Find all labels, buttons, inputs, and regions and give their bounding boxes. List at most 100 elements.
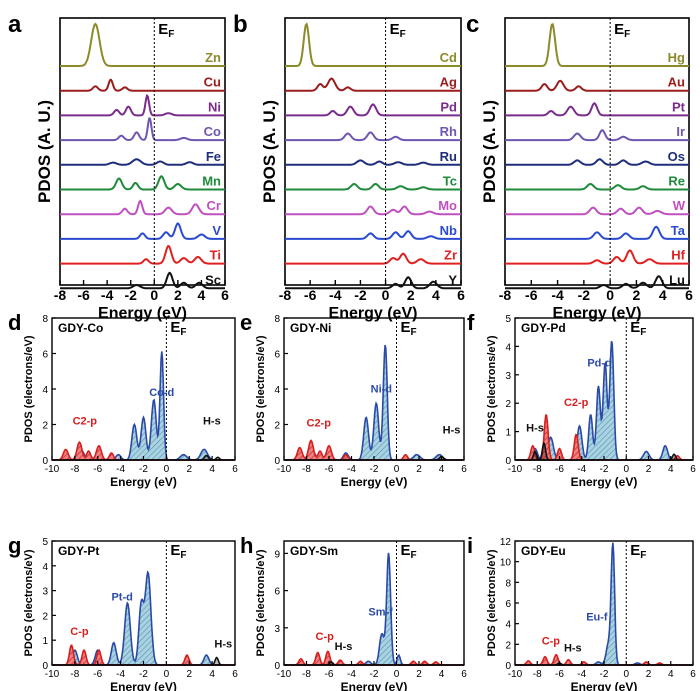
x-tick-label: 0: [164, 464, 170, 475]
pdos-curve-zn: [60, 22, 225, 67]
pdos-curve-rh: [285, 131, 461, 142]
plot-frame: [504, 17, 690, 286]
fermi-label-main: E: [630, 319, 640, 336]
x-tick-label: -2: [139, 669, 148, 680]
y-tick-label: 4: [505, 342, 511, 353]
x-tick-label: 0: [394, 464, 400, 475]
state-label: H-s: [214, 639, 232, 651]
fermi-label-main: E: [170, 542, 180, 559]
y-tick-label: 3: [42, 587, 48, 598]
state-label: C2-p: [73, 416, 98, 428]
pdos-curve-hf: [505, 249, 689, 265]
fermi-label-sub: F: [411, 550, 417, 561]
pdos-curve-fe: [60, 158, 225, 166]
x-tick-label: -10: [45, 464, 60, 475]
x-tick-label: -4: [577, 464, 586, 475]
y-tick-label: 12: [500, 537, 512, 548]
x-tick-label: -10: [45, 669, 60, 680]
x-tick-label: 2: [186, 464, 192, 475]
fermi-label: EF: [170, 542, 186, 561]
fermi-label-main: E: [158, 21, 168, 38]
pdos-curve-y: [285, 276, 461, 290]
x-tick-label: 6: [461, 464, 467, 475]
x-tick-label: 0: [394, 669, 400, 680]
plot-frame: [284, 17, 462, 286]
pdos-curve-pd: [285, 103, 461, 117]
panel-letter: f: [467, 310, 475, 335]
pdos-curve-lu: [505, 275, 689, 290]
panel-i: EF -10 -8 -6 -4 -2 0 2 4 6 0 2 4 6 8 10 12 Energy (eV) PDO…: [467, 533, 696, 691]
panel-f: EF -10 -8 -6 -4 -2 0 2 4 6 0 1 2 3 4 5 Energy (eV) PDOS (…: [467, 310, 696, 489]
pdos-curve-hg: [505, 23, 689, 67]
y-axis-label: PDOS (electrons/eV): [23, 549, 35, 656]
element-label-ti: Ti: [210, 248, 221, 263]
x-tick-label: -6: [304, 287, 317, 303]
x-tick-label: -8: [533, 669, 542, 680]
x-tick-label: 6: [690, 464, 696, 475]
element-label-co: Co: [204, 124, 221, 139]
element-label-w: W: [673, 198, 686, 213]
y-tick-label: 8: [505, 578, 511, 589]
element-label-re: Re: [668, 174, 685, 189]
pdos-curve-cu: [60, 78, 225, 92]
state-label: H-s: [526, 423, 544, 435]
element-label-au: Au: [668, 75, 685, 90]
y-axis-label: PDOS (electrons/eV): [486, 549, 498, 656]
x-tick-label: -6: [555, 669, 564, 680]
y-tick-label: 4: [42, 385, 48, 396]
x-tick-label: 6: [685, 287, 693, 303]
x-tick-label: -2: [600, 464, 609, 475]
y-tick-label: 3: [505, 371, 511, 382]
pdos-curve-v: [60, 222, 225, 240]
y-tick-label: 0: [42, 661, 48, 672]
y-tick-label: 2: [505, 399, 511, 410]
state-label: C-p: [70, 626, 89, 638]
x-axis-label: Energy (eV): [110, 680, 177, 691]
fermi-label-main: E: [401, 319, 411, 336]
state-label: Sm-f: [368, 606, 393, 618]
x-tick-label: -6: [525, 287, 538, 303]
state-label: H-s: [203, 416, 221, 428]
element-label-rh: Rh: [440, 124, 457, 139]
fermi-label-main: E: [614, 21, 624, 38]
panel-letter: a: [8, 11, 22, 38]
pdos-curve-zr: [285, 252, 461, 265]
y-tick-label: 8: [42, 314, 48, 325]
x-tick-label: -4: [116, 669, 125, 680]
element-label-lu: Lu: [669, 272, 685, 287]
x-tick-label: 4: [209, 669, 215, 680]
fermi-label-sub: F: [168, 29, 174, 40]
x-tick-label: -6: [93, 464, 102, 475]
x-tick-label: -2: [370, 464, 379, 475]
x-tick-label: -6: [325, 669, 334, 680]
element-label-fe: Fe: [206, 149, 221, 164]
element-label-mo: Mo: [438, 198, 457, 213]
x-tick-label: -8: [70, 464, 79, 475]
pdos-curve-mo: [285, 205, 461, 216]
panel-c: Hg Au Pt Ir Os Re W Ta Hf Lu EF -8 -6 -4 -2 0 2 4 6 Energy …: [466, 11, 693, 322]
x-tick-label: 6: [221, 287, 229, 303]
panel-title: GDY-Pt: [58, 544, 99, 558]
x-tick-label: 4: [439, 464, 445, 475]
x-tick-label: 2: [416, 669, 422, 680]
x-tick-label: -2: [600, 669, 609, 680]
x-tick-label: -8: [302, 669, 311, 680]
panel-letter: d: [8, 310, 21, 335]
x-axis-label: Energy (eV): [110, 475, 177, 489]
pdos-curve-ir: [505, 129, 689, 142]
element-label-nb: Nb: [440, 223, 457, 238]
state-label: H-s: [564, 643, 582, 655]
element-label-hg: Hg: [668, 50, 685, 65]
y-tick-label: 0: [505, 661, 511, 672]
pdos-curve-pt: [505, 102, 689, 117]
fermi-label-main: E: [401, 542, 411, 559]
x-tick-label: 0: [164, 669, 170, 680]
x-tick-label: -4: [347, 464, 356, 475]
x-tick-label: 6: [457, 287, 465, 303]
pdos-curve-re: [505, 182, 689, 191]
x-tick-label: 0: [382, 287, 390, 303]
x-tick-label: 4: [432, 287, 440, 303]
element-label-ta: Ta: [671, 223, 686, 238]
